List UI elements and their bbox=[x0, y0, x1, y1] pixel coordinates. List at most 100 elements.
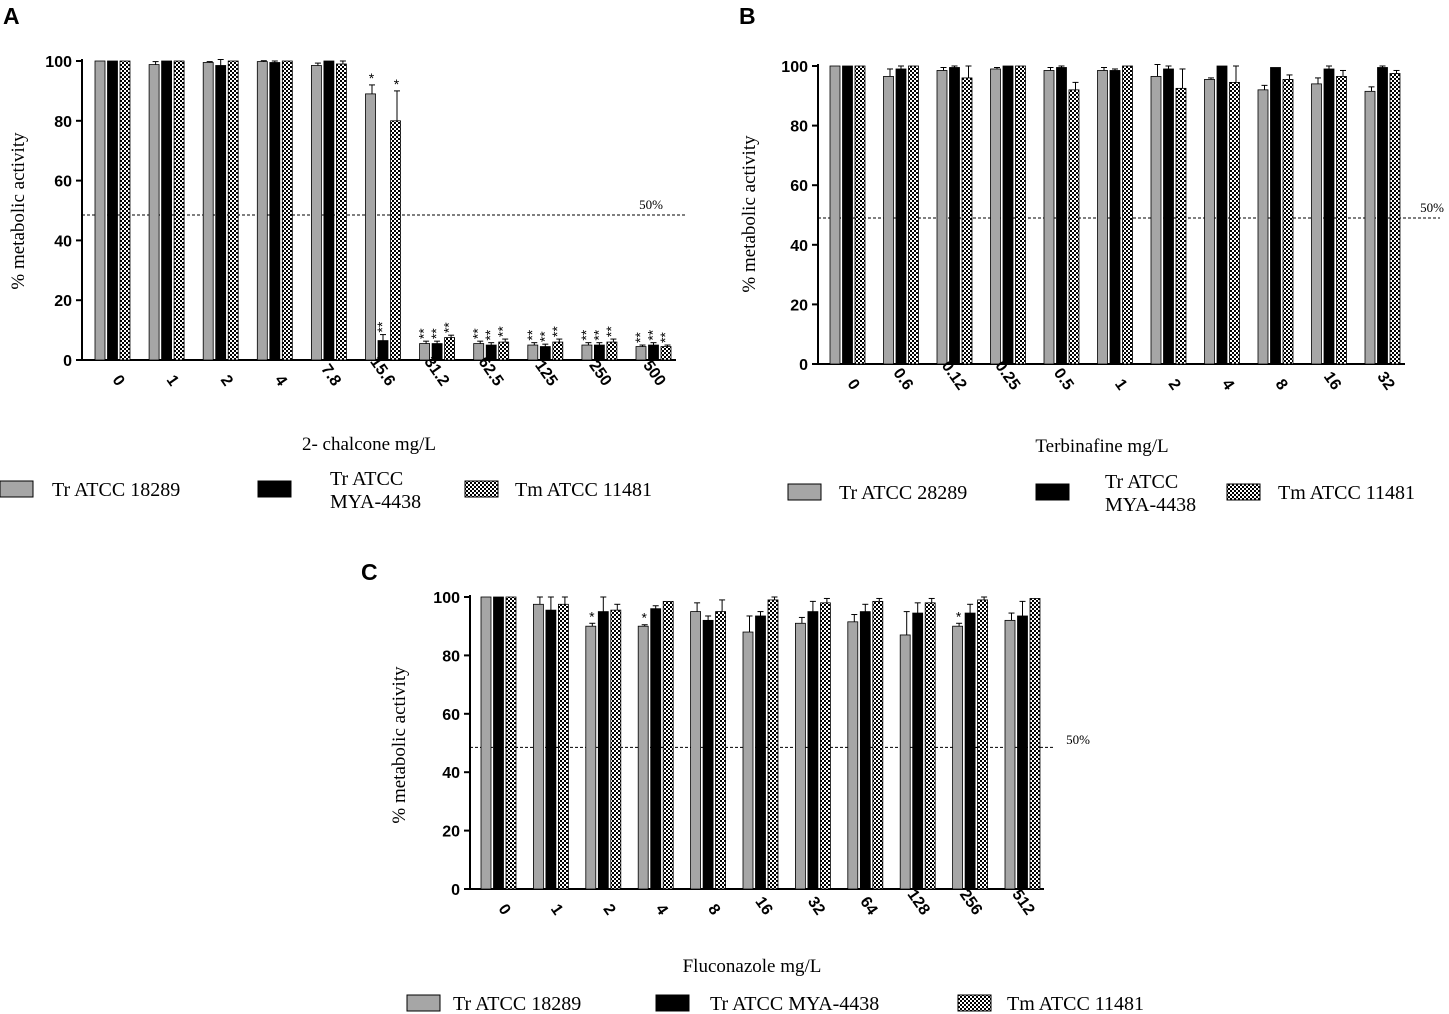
x-tick-label: 16 bbox=[752, 894, 776, 918]
x-tick-label: 4 bbox=[652, 901, 671, 918]
bar-gray bbox=[883, 76, 894, 365]
significance-label: ** bbox=[549, 326, 565, 337]
bar-black bbox=[895, 68, 907, 365]
bar-black bbox=[107, 60, 118, 361]
x-axis-label-c: Fluconazole mg/L bbox=[683, 956, 822, 977]
legend-label: Tr ATCC 18289 bbox=[52, 479, 180, 501]
bar-checker bbox=[977, 599, 988, 890]
bar-checker bbox=[610, 609, 622, 890]
legend-swatch-gray bbox=[406, 994, 441, 1012]
x-tick-label: 64 bbox=[856, 894, 880, 918]
bar-gray bbox=[581, 344, 593, 361]
bar-black bbox=[912, 612, 924, 890]
y-tick-label: 20 bbox=[442, 824, 460, 841]
bar-checker bbox=[1229, 81, 1240, 365]
bar-checker bbox=[767, 599, 779, 890]
significance-label: ** bbox=[482, 329, 498, 340]
bar-gray bbox=[847, 621, 859, 890]
bar-gray bbox=[1257, 89, 1269, 365]
bar-checker bbox=[552, 341, 564, 361]
x-tick-label: 16 bbox=[1320, 369, 1344, 393]
legend-swatch-checker bbox=[1226, 483, 1261, 501]
bar-gray bbox=[585, 625, 597, 890]
reference-label-a: 50% bbox=[639, 197, 663, 212]
bar-checker bbox=[227, 60, 239, 361]
significance-label: ** bbox=[632, 332, 648, 343]
reference-label-c: 50% bbox=[1066, 732, 1090, 747]
legend-label: MYA-4438 bbox=[1105, 494, 1196, 516]
x-tick-label: 500 bbox=[639, 358, 668, 390]
legend-swatch-gray bbox=[787, 483, 822, 501]
bar-gray bbox=[1311, 83, 1322, 365]
y-tick-label: 0 bbox=[451, 882, 460, 899]
y-tick-label: 80 bbox=[54, 114, 72, 131]
bar-gray bbox=[1364, 90, 1376, 365]
bar-gray bbox=[1043, 70, 1055, 365]
x-tick-label: 8 bbox=[1272, 376, 1291, 393]
bar-gray bbox=[1097, 70, 1108, 365]
significance-label: ** bbox=[536, 331, 552, 342]
significance-label: ** bbox=[428, 328, 444, 339]
x-tick-label: 125 bbox=[531, 358, 560, 390]
bar-gray bbox=[365, 93, 376, 361]
significance-label: * bbox=[369, 70, 375, 86]
bar-gray bbox=[310, 65, 322, 361]
bar-checker bbox=[119, 60, 131, 361]
bar-black bbox=[545, 609, 557, 890]
x-tick-label: 1 bbox=[1111, 376, 1130, 393]
y-tick-label: 100 bbox=[781, 59, 808, 76]
x-tick-label: 0.5 bbox=[1050, 365, 1077, 393]
legend-label: Tr ATCC bbox=[330, 468, 403, 490]
y-tick-label: 0 bbox=[63, 353, 72, 370]
y-tick-label: 80 bbox=[790, 119, 808, 136]
significance-label: ** bbox=[441, 322, 457, 333]
y-tick-label: 20 bbox=[790, 297, 808, 314]
bar-gray bbox=[148, 64, 160, 361]
bar-black bbox=[949, 67, 960, 365]
bar-black bbox=[269, 62, 281, 361]
bar-black bbox=[1323, 68, 1335, 365]
bar-black bbox=[702, 619, 714, 890]
bar-checker bbox=[872, 600, 884, 890]
significance-label: ** bbox=[495, 326, 511, 337]
legend-label: MYA-4438 bbox=[330, 491, 421, 513]
x-tick-label: 7.8 bbox=[317, 361, 344, 389]
bar-gray bbox=[256, 61, 268, 361]
bar-checker bbox=[173, 60, 185, 361]
x-tick-label: 4 bbox=[271, 372, 290, 389]
bar-black bbox=[1377, 67, 1388, 365]
bar-checker bbox=[390, 120, 401, 361]
bar-checker bbox=[335, 63, 347, 361]
significance-label: ** bbox=[645, 329, 661, 340]
bar-checker bbox=[908, 65, 919, 365]
legend-label: Tm ATCC 11481 bbox=[515, 479, 652, 501]
bar-gray bbox=[952, 625, 963, 890]
bar-gray bbox=[690, 611, 701, 890]
bar-gray bbox=[742, 631, 754, 890]
reference-label-b: 50% bbox=[1420, 200, 1444, 215]
bar-gray bbox=[1204, 79, 1215, 365]
significance-label: ** bbox=[578, 329, 594, 340]
bar-gray bbox=[473, 343, 485, 361]
significance-label: ** bbox=[590, 329, 606, 340]
y-tick-label: 40 bbox=[790, 238, 808, 255]
bar-checker bbox=[820, 602, 831, 890]
legend-swatch-black bbox=[257, 480, 292, 498]
bar-gray bbox=[899, 634, 911, 890]
bar-black bbox=[1216, 65, 1228, 365]
bar-checker bbox=[1175, 87, 1187, 365]
legend-label: Tm ATCC 11481 bbox=[1278, 482, 1415, 504]
bar-black bbox=[859, 611, 871, 890]
significance-label: * bbox=[641, 610, 647, 626]
bar-black bbox=[1056, 67, 1067, 365]
y-tick-label: 60 bbox=[442, 707, 460, 724]
bar-checker bbox=[660, 346, 672, 361]
x-axis-label-a: 2- chalcone mg/L bbox=[302, 434, 436, 455]
bar-checker bbox=[662, 600, 674, 890]
bar-gray bbox=[795, 622, 806, 890]
x-tick-label: 32 bbox=[1374, 369, 1398, 393]
bar-black bbox=[964, 612, 976, 890]
x-tick-label: 1 bbox=[163, 372, 182, 389]
